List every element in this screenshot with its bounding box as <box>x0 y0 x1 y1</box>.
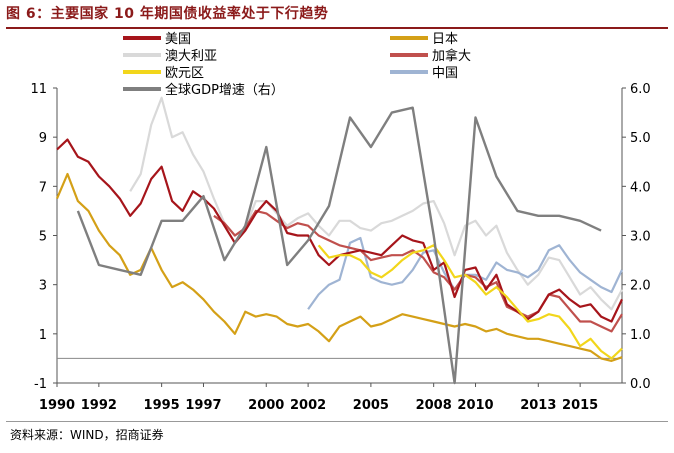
y-left-tick-label: 7 <box>39 180 47 195</box>
x-tick-label: 2013 <box>520 398 556 413</box>
y-left-tick-label: 9 <box>39 131 47 146</box>
legend-label: 全球GDP增速（右） <box>165 82 284 98</box>
y-right-tick-label: 3.0 <box>630 230 651 245</box>
legend-label: 美国 <box>165 32 191 47</box>
y-left-tick-label: 1 <box>39 328 47 343</box>
source-divider <box>6 421 668 422</box>
x-tick-label: 2005 <box>353 398 389 413</box>
series-line-6 <box>76 106 602 385</box>
x-tick-label: 2002 <box>290 398 326 413</box>
legend-label: 中国 <box>432 66 458 81</box>
source-note: 资料来源：WIND，招商证券 <box>10 428 164 442</box>
legend-label: 欧元区 <box>165 66 204 81</box>
y-right-tick-label: 1.0 <box>630 328 651 343</box>
x-tick-label: 2010 <box>457 398 493 413</box>
y-left-tick-label: 11 <box>30 82 47 97</box>
y-right-tick-label: 5.0 <box>630 131 651 146</box>
y-left-tick-label: -1 <box>34 377 47 392</box>
x-tick-label: 1992 <box>81 398 117 413</box>
y-left-tick-label: 5 <box>39 230 47 245</box>
legend-label: 加拿大 <box>432 48 471 64</box>
y-right-tick-label: 4.0 <box>630 180 651 195</box>
x-tick-label: 1990 <box>39 398 75 413</box>
series-line-2 <box>129 96 623 311</box>
x-tick-label: 2015 <box>562 398 598 413</box>
chart-title: 图 6：主要国家 10 年期国债收益率处于下行趋势 <box>6 6 329 22</box>
y-right-tick-label: 6.0 <box>630 82 651 97</box>
legend-label: 日本 <box>432 32 458 47</box>
yield-chart: -1 1 3 5 7 9 11 0.0 1.0 2.0 3.0 4.0 5.0 6.0 1990 1992 19… <box>30 32 650 413</box>
x-tick-label: 2000 <box>248 398 284 413</box>
y-left-tick-label: 3 <box>39 279 47 294</box>
x-tick-label: 1995 <box>144 398 180 413</box>
chart-series <box>55 96 623 385</box>
chart-axes: -1 1 3 5 7 9 11 0.0 1.0 2.0 3.0 4.0 5.0 6.0 1990 1992 19… <box>30 82 650 413</box>
legend-label: 澳大利亚 <box>165 48 217 64</box>
series-line-4 <box>317 244 623 360</box>
y-right-tick-label: 0.0 <box>630 377 651 392</box>
y-right-tick-label: 2.0 <box>630 279 651 294</box>
x-tick-label: 1997 <box>185 398 221 413</box>
series-line-3 <box>213 209 623 333</box>
title-underline <box>6 27 668 29</box>
x-tick-label: 2008 <box>416 398 452 413</box>
